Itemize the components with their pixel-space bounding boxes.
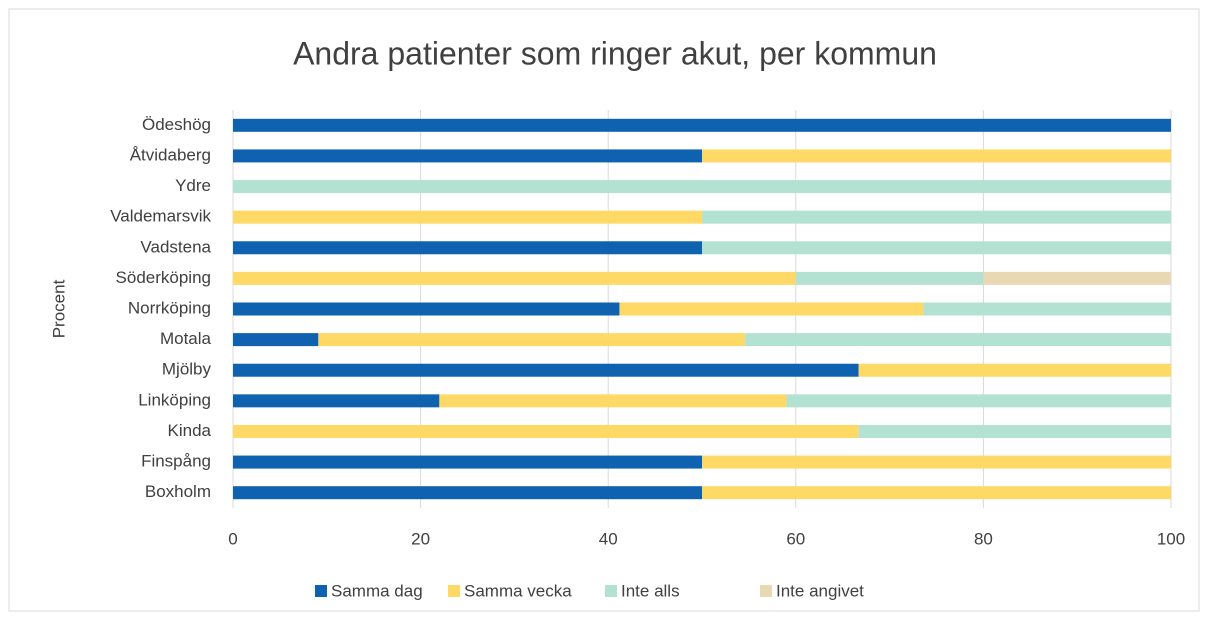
bar-segment — [233, 271, 796, 285]
bar-segment — [983, 271, 1171, 285]
y-tick-label: Ödeshög — [142, 115, 211, 134]
bar-segment — [702, 455, 1171, 469]
x-tick-label: 20 — [411, 529, 430, 548]
y-tick-label: Åtvidaberg — [130, 145, 211, 164]
x-tick-label: 100 — [1157, 529, 1185, 548]
bar-segment — [795, 271, 984, 285]
y-axis-label: Procent — [49, 279, 68, 338]
bar-segment — [233, 333, 319, 347]
bar-segment — [233, 455, 702, 469]
bar-segment — [439, 394, 787, 408]
legend-label: Inte alls — [621, 581, 680, 600]
legend-label: Inte angivet — [776, 581, 864, 600]
bar-segment — [619, 302, 924, 316]
legend-label: Samma dag — [331, 581, 423, 600]
bar-segment — [233, 241, 702, 255]
y-tick-label: Finspång — [141, 452, 211, 471]
bar-segment — [233, 118, 1171, 132]
bar-segment — [702, 241, 1171, 255]
y-tick-label: Mjölby — [162, 360, 212, 379]
y-tick-label: Linköping — [138, 390, 211, 409]
x-tick-label: 60 — [786, 529, 805, 548]
x-tick-label: 80 — [974, 529, 993, 548]
x-tick-label: 0 — [228, 529, 237, 548]
bar-segment — [233, 394, 440, 408]
y-tick-label: Boxholm — [145, 482, 211, 501]
chart-title: Andra patienter som ringer akut, per kom… — [293, 35, 937, 71]
bar-segment — [786, 394, 1171, 408]
bar-segment — [858, 363, 1171, 377]
bar-segment — [923, 302, 1171, 316]
legend-swatch — [760, 585, 772, 597]
bar-segment — [233, 424, 859, 438]
bar-segment — [233, 302, 620, 316]
legend-swatch — [448, 585, 460, 597]
bar-segment — [233, 210, 702, 224]
x-tick-label: 40 — [599, 529, 618, 548]
y-tick-label: Ydre — [175, 176, 211, 195]
bar-segment — [318, 333, 746, 347]
legend-label: Samma vecka — [464, 581, 572, 600]
bar-segment — [233, 363, 859, 377]
y-tick-label: Norrköping — [128, 298, 211, 317]
legend-swatch — [605, 585, 617, 597]
bar-segment — [702, 210, 1171, 224]
y-tick-label: Vadstena — [140, 237, 211, 256]
bar-segment — [233, 149, 702, 163]
bar-segment — [745, 333, 1171, 347]
legend-swatch — [315, 585, 327, 597]
bar-segment — [858, 424, 1171, 438]
bar-segment — [233, 486, 702, 500]
bar-segment — [702, 486, 1171, 500]
y-tick-label: Söderköping — [116, 268, 211, 287]
y-tick-label: Valdemarsvik — [110, 207, 211, 226]
y-tick-label: Kinda — [168, 421, 212, 440]
y-tick-label: Motala — [160, 329, 212, 348]
bar-segment — [233, 180, 1171, 194]
bar-segment — [702, 149, 1171, 163]
